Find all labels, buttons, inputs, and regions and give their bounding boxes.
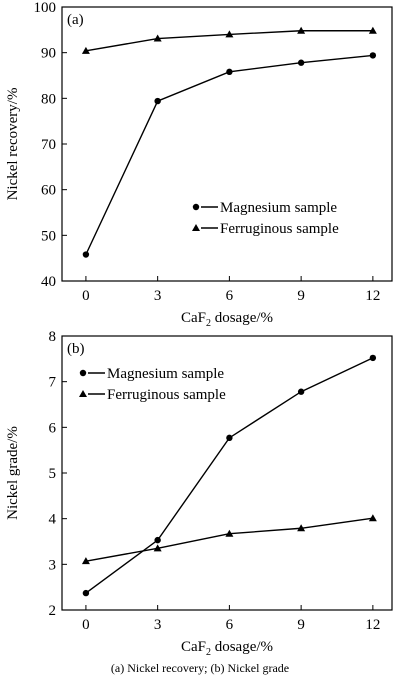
legend-marker-magnesium xyxy=(192,203,200,211)
figure-caption: (a) Nickel recovery; (b) Nickel grade xyxy=(110,661,290,675)
x-axis-label: CaF2 dosage/% xyxy=(181,639,273,658)
chart-panel-b: 2 3 4 5 6 7 8 0 3 6 9 12 (b) Nickel grade/% CaF2 dosag… xyxy=(5,329,393,658)
x-axis-label: CaF2 dosage/% xyxy=(181,310,273,329)
plot-frame xyxy=(61,6,393,282)
data-point-magnesium xyxy=(369,52,377,59)
x-tick-label: 3 xyxy=(154,288,162,304)
data-point-magnesium xyxy=(297,59,305,66)
y-axis-label: Nickel recovery/% xyxy=(5,88,21,201)
data-point-magnesium xyxy=(154,97,161,105)
y-tick-label: 3 xyxy=(49,557,57,573)
x-tick-label: 0 xyxy=(82,617,90,633)
legend-label-magnesium: Magnesium sample xyxy=(220,200,337,216)
x-tick-label: 0 xyxy=(82,288,90,304)
data-point-magnesium xyxy=(154,536,161,544)
y-tick-label: 70 xyxy=(41,137,56,153)
data-point-magnesium xyxy=(369,354,377,362)
x-tick-label: 9 xyxy=(297,288,305,304)
legend-label-magnesium: Magnesium sample xyxy=(107,366,224,382)
data-point-ferruginous xyxy=(225,30,234,38)
y-tick-label: 100 xyxy=(34,0,57,16)
panel-label: (b) xyxy=(67,341,85,357)
y-tick-label: 80 xyxy=(41,91,56,107)
legend-label-ferruginous: Ferruginous sample xyxy=(220,221,339,237)
y-tick-label: 40 xyxy=(41,274,56,290)
legend-marker-ferruginous xyxy=(192,224,200,231)
data-point-ferruginous xyxy=(153,34,162,42)
x-tick-label: 6 xyxy=(226,617,234,633)
data-point-magnesium xyxy=(226,434,233,442)
x-tick-label: 12 xyxy=(365,288,380,304)
x-tick-label: 6 xyxy=(226,288,234,304)
x-tick-label: 9 xyxy=(297,617,305,633)
data-point-magnesium xyxy=(297,388,305,395)
data-point-ferruginous xyxy=(368,26,377,34)
y-tick-label: 6 xyxy=(49,420,57,436)
x-tick-label: 3 xyxy=(154,617,162,633)
legend-marker-magnesium xyxy=(79,369,87,377)
chart-panel-a: 40 50 60 70 80 90 100 0 3 6 9 12 (a) Nickel recovery/… xyxy=(5,0,393,329)
data-point-magnesium xyxy=(82,251,90,258)
series-line-ferruginous xyxy=(85,517,373,562)
legend-label-ferruginous: Ferruginous sample xyxy=(107,387,226,403)
legend-marker-ferruginous xyxy=(79,390,87,397)
data-point-magnesium xyxy=(226,68,233,76)
y-tick-label: 90 xyxy=(41,46,56,62)
y-tick-label: 4 xyxy=(49,512,57,528)
y-tick-label: 8 xyxy=(49,329,57,345)
x-tick-label: 12 xyxy=(365,617,380,633)
data-point-ferruginous xyxy=(297,524,306,532)
data-point-ferruginous xyxy=(225,529,234,537)
data-point-ferruginous xyxy=(297,26,306,34)
data-point-ferruginous xyxy=(81,46,90,54)
y-tick-label: 2 xyxy=(49,603,57,619)
data-point-ferruginous xyxy=(81,557,90,565)
y-tick-label: 7 xyxy=(49,375,57,391)
y-tick-label: 50 xyxy=(41,228,56,244)
panel-label: (a) xyxy=(67,12,84,28)
data-point-ferruginous xyxy=(368,514,377,522)
data-point-ferruginous xyxy=(153,544,162,552)
y-axis-label: Nickel grade/% xyxy=(5,426,21,520)
y-tick-label: 60 xyxy=(41,183,56,199)
y-tick-label: 5 xyxy=(49,466,57,482)
data-point-magnesium xyxy=(82,589,90,597)
